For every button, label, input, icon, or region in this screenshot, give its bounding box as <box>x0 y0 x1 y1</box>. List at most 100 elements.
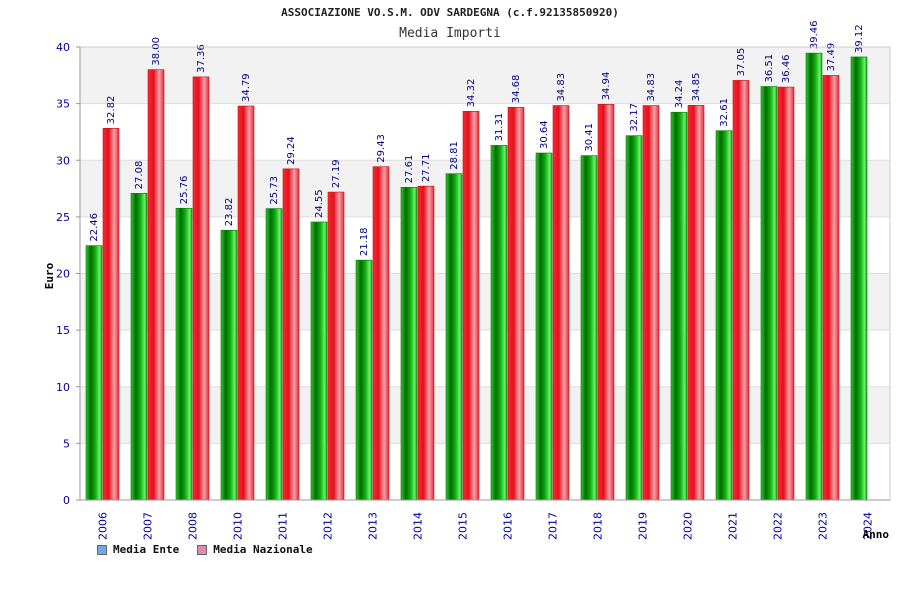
data-label-nazionale: 27.19 <box>331 159 342 188</box>
x-tick-label: 2016 <box>502 512 515 540</box>
data-label-nazionale: 34.83 <box>556 73 567 102</box>
plot-band <box>80 273 890 331</box>
data-label-ente: 28.81 <box>449 141 460 170</box>
chart-title: ASSOCIAZIONE VO.S.M. ODV SARDEGNA (c.f.9… <box>281 6 619 19</box>
data-label-ente: 32.17 <box>629 103 640 132</box>
y-tick-label: 30 <box>56 154 70 167</box>
data-label-nazionale: 34.68 <box>511 75 522 104</box>
bar-media-ente <box>85 245 103 501</box>
legend-label-ente: Media Ente <box>113 543 180 556</box>
y-tick-label: 40 <box>56 41 70 54</box>
legend-swatch-ente <box>97 544 107 555</box>
bar-media-nazionale <box>822 75 840 501</box>
data-label-ente: 25.76 <box>179 176 190 205</box>
data-label-ente: 31.31 <box>494 113 505 142</box>
data-label-ente: 27.08 <box>134 161 145 190</box>
x-axis-label: Anno <box>863 528 890 541</box>
plot-band <box>80 386 890 444</box>
plot-band <box>80 47 890 104</box>
bar-media-nazionale <box>282 168 300 501</box>
bar-media-ente <box>670 111 688 501</box>
bar-media-ente <box>445 173 463 501</box>
bar-media-ente <box>580 155 598 501</box>
data-label-nazionale: 36.46 <box>781 54 792 83</box>
x-tick-label: 2014 <box>412 512 425 540</box>
bar-media-nazionale <box>597 104 615 501</box>
data-label-ente: 34.24 <box>674 80 685 109</box>
bar-media-ente <box>850 56 868 501</box>
bar-media-ente <box>130 193 148 501</box>
data-label-nazionale: 34.94 <box>601 72 612 101</box>
data-label-nazionale: 27.71 <box>421 154 432 183</box>
x-tick-label: 2012 <box>322 512 335 540</box>
data-label-nazionale: 34.32 <box>466 79 477 108</box>
x-tick-label: 2015 <box>457 512 470 540</box>
data-label-ente: 25.73 <box>269 176 280 205</box>
y-tick-label: 25 <box>56 211 70 224</box>
chart-subtitle: Media Importi <box>399 26 501 41</box>
data-label-ente: 27.61 <box>404 155 415 184</box>
legend-item-ente: Media Ente <box>97 543 179 556</box>
bar-media-ente <box>400 187 418 501</box>
y-tick-label: 20 <box>56 268 70 281</box>
plot-band <box>80 103 890 161</box>
bar-media-ente <box>625 135 643 501</box>
y-tick-label: 15 <box>56 324 70 337</box>
bar-media-nazionale <box>777 86 795 501</box>
data-label-nazionale: 37.05 <box>736 48 747 77</box>
bar-media-ente <box>805 52 823 501</box>
x-tick-label: 2023 <box>817 512 830 540</box>
legend-swatch-nazionale <box>197 544 208 555</box>
data-label-ente: 30.64 <box>539 120 550 149</box>
data-label-ente: 23.82 <box>224 198 235 227</box>
bar-media-nazionale <box>192 76 210 501</box>
plot-band <box>80 160 890 217</box>
bar-media-ente <box>715 130 733 501</box>
x-tick-label: 2007 <box>142 512 155 540</box>
bar-media-ente <box>760 86 778 501</box>
y-tick-label: 5 <box>63 437 70 450</box>
data-label-nazionale: 37.49 <box>826 43 837 72</box>
data-label-nazionale: 32.82 <box>106 96 117 125</box>
legend: Media Ente Media Nazionale <box>97 543 313 556</box>
data-label-ente: 32.61 <box>719 98 730 127</box>
y-axis-label: Euro <box>43 262 56 289</box>
data-label-ente: 24.55 <box>314 189 325 218</box>
bar-media-ente <box>310 221 328 501</box>
x-tick-label: 2011 <box>277 512 290 540</box>
bar-media-nazionale <box>102 128 120 501</box>
bar-media-nazionale <box>237 105 255 501</box>
data-label-nazionale: 34.83 <box>646 73 657 102</box>
x-tick-label: 2010 <box>232 512 245 540</box>
data-label-ente: 22.46 <box>89 213 100 242</box>
bar-media-nazionale <box>732 80 750 501</box>
y-tick-label: 35 <box>56 98 70 111</box>
data-label-nazionale: 38.00 <box>151 37 162 66</box>
plot-band <box>80 330 890 387</box>
bar-media-ente <box>535 152 553 501</box>
x-tick-label: 2008 <box>187 512 200 540</box>
data-label-nazionale: 34.79 <box>241 73 252 102</box>
bar-media-ente <box>265 208 283 501</box>
data-label-nazionale: 29.24 <box>286 136 297 165</box>
x-tick-label: 2006 <box>97 512 110 540</box>
x-tick-label: 2024 <box>862 512 875 540</box>
data-label-ente: 36.51 <box>764 54 775 83</box>
y-tick-label: 10 <box>56 381 70 394</box>
bar-media-nazionale <box>147 69 165 501</box>
x-tick-label: 2022 <box>772 512 785 540</box>
data-label-nazionale: 37.36 <box>196 44 207 73</box>
x-tick-label: 2021 <box>727 512 740 540</box>
bar-media-nazionale <box>687 105 705 501</box>
bar-media-ente <box>355 259 373 501</box>
bar-media-nazionale <box>372 166 390 501</box>
plot-band <box>80 443 890 500</box>
legend-item-nazionale: Media Nazionale <box>197 543 313 556</box>
bar-media-nazionale <box>327 191 345 501</box>
data-label-nazionale: 34.85 <box>691 73 702 102</box>
bar-media-nazionale <box>642 105 660 501</box>
bar-media-nazionale <box>462 111 480 501</box>
data-label-ente: 39.46 <box>809 20 820 49</box>
x-tick-label: 2017 <box>547 512 560 540</box>
